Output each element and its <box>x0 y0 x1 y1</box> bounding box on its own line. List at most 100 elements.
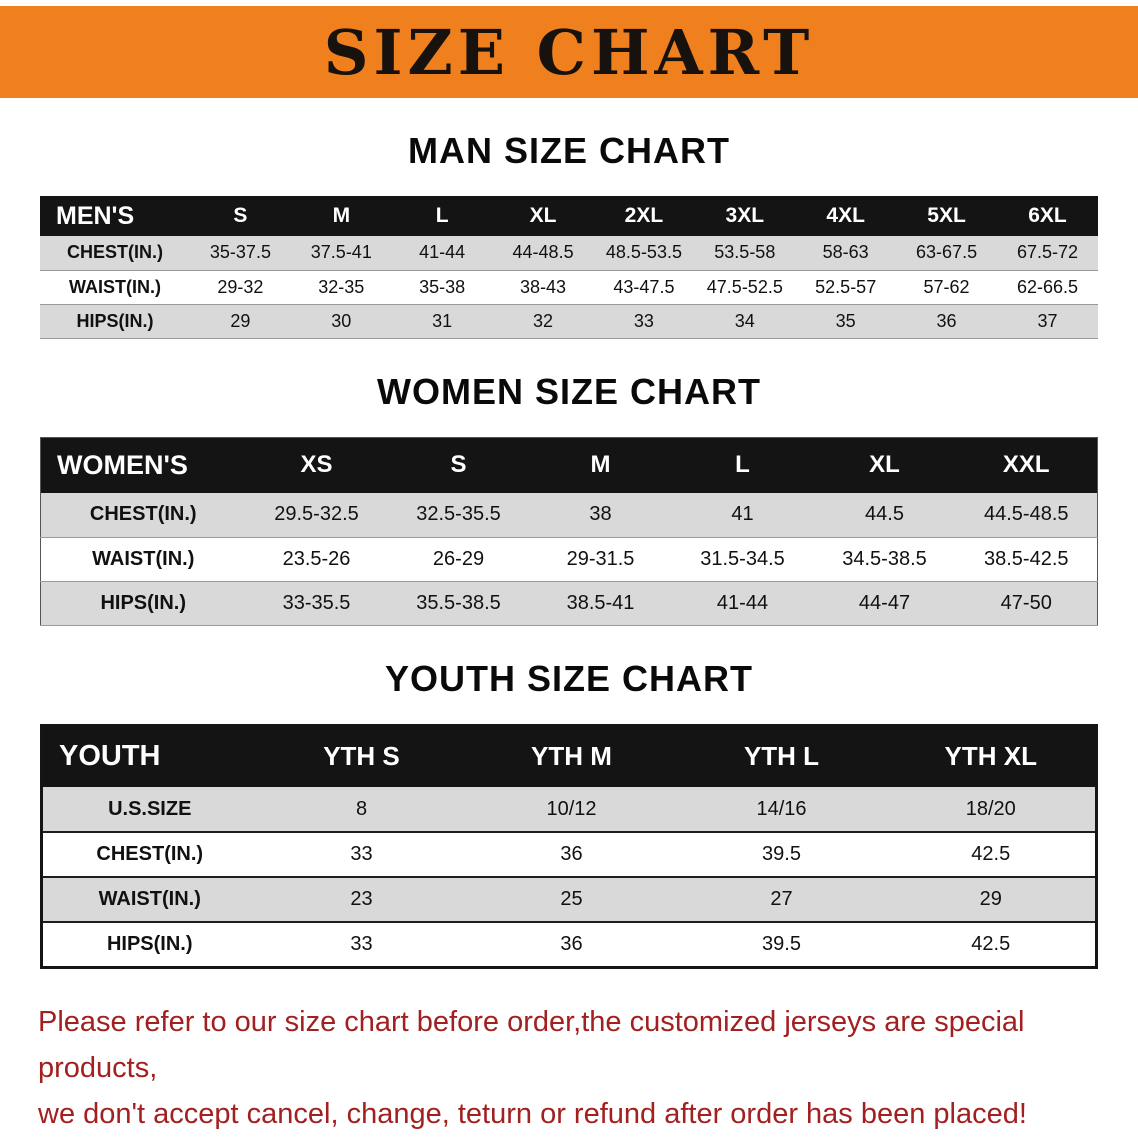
youth-size-table: YOUTH YTH S YTH M YTH L YTH XL U.S.SIZE 8 10/12… <box>40 723 1098 969</box>
table-cell: 53.5-58 <box>714 242 776 263</box>
table-row: CHEST(IN.) 29.5-32.5 32.5-35.5 38 41 44.5 44.5… <box>40 493 1098 537</box>
size-column-header: YTH S <box>256 725 467 787</box>
table-cell: 30 <box>331 310 352 331</box>
row-label: WAIST(IN.) <box>69 276 161 297</box>
size-column-header: L <box>391 196 493 236</box>
row-label: WAIST(IN.) <box>92 547 195 570</box>
table-cell: 42.5 <box>971 932 1011 955</box>
table-cell: 26-29 <box>432 547 485 570</box>
table-cell: 41 <box>731 503 754 526</box>
table-cell: 33-35.5 <box>282 591 351 614</box>
table-cell: 39.5 <box>762 843 801 865</box>
banner: SIZE CHART <box>0 6 1138 98</box>
table-row: HIPS(IN.) 33-35.5 35.5-38.5 38.5-41 41-44 44-… <box>40 581 1098 625</box>
disclaimer-line-1: Please refer to our size chart before or… <box>38 1005 1025 1084</box>
table-cell: 36 <box>560 932 583 955</box>
table-cell: 37.5-41 <box>310 242 372 263</box>
men-section: MAN SIZE CHART MEN'S S M L XL 2XL 3XL 4XL 5XL 6XL… <box>0 130 1138 339</box>
table-cell: 35-38 <box>419 276 466 297</box>
table-cell: 31.5-34.5 <box>700 547 785 570</box>
table-cell: 33 <box>350 932 373 955</box>
size-column-header: YTH L <box>676 725 887 787</box>
row-label: HIPS(IN.) <box>76 310 154 331</box>
table-cell: 35.5-38.5 <box>416 591 501 614</box>
table-cell: 67.5-72 <box>1016 242 1079 263</box>
table-cell: 47-50 <box>1000 591 1052 614</box>
size-column-header: L <box>671 437 814 493</box>
table-row: HIPS(IN.) 29 30 31 32 33 34 35 36 37 <box>40 304 1098 338</box>
table-cell: 36 <box>560 843 583 865</box>
table-cell: 29.5-32.5 <box>274 503 359 526</box>
size-column-header: XXL <box>955 437 1098 493</box>
table-cell: 47.5-52.5 <box>706 276 783 297</box>
size-column-header: S <box>190 196 291 236</box>
table-cell: 36 <box>936 310 957 331</box>
size-column-header: 5XL <box>896 196 997 236</box>
size-column-header: YTH M <box>466 725 677 787</box>
size-column-header: XL <box>813 437 956 493</box>
table-cell: 38.5-42.5 <box>983 547 1069 570</box>
men-size-table: MEN'S S M L XL 2XL 3XL 4XL 5XL 6XL CHEST(IN.) 35-37… <box>40 196 1098 339</box>
table-cell: 39.5 <box>762 932 801 955</box>
table-cell: 31 <box>432 310 453 331</box>
row-label: U.S.SIZE <box>108 797 192 820</box>
size-column-header: M <box>290 196 392 236</box>
table-cell: 10/12 <box>546 797 597 820</box>
men-section-title: MAN SIZE CHART <box>408 130 730 171</box>
row-label: WAIST(IN.) <box>98 888 201 910</box>
table-cell: 34.5-38.5 <box>842 547 927 570</box>
table-cell: 14/16 <box>756 797 807 820</box>
size-column-header: XL <box>492 196 594 236</box>
table-cell: 44.5-48.5 <box>983 503 1069 526</box>
table-row: CHEST(IN.) 33 36 39.5 42.5 <box>41 832 1097 877</box>
table-header-row: MEN'S S M L XL 2XL 3XL 4XL 5XL 6XL <box>40 196 1098 236</box>
table-cell: 33 <box>350 843 373 865</box>
table-header-row: YOUTH YTH S YTH M YTH L YTH XL <box>41 725 1097 787</box>
table-title-cell: WOMEN'S <box>40 437 246 493</box>
women-section: WOMEN SIZE CHART WOMEN'S XS S M L XL XXL CHEST(… <box>0 371 1138 626</box>
table-header-row: WOMEN'S XS S M L XL XXL <box>40 437 1098 493</box>
row-label: CHEST(IN.) <box>67 242 163 263</box>
table-cell: 29 <box>230 310 251 331</box>
table-cell: 52.5-57 <box>815 276 877 297</box>
table-cell: 23.5-26 <box>282 547 351 570</box>
size-column-header: M <box>529 437 672 493</box>
size-column-header: 4XL <box>795 196 897 236</box>
table-row: WAIST(IN.) 29-32 32-35 35-38 38-43 43-47.5 47.… <box>40 270 1098 304</box>
table-row: HIPS(IN.) 33 36 39.5 42.5 <box>41 922 1097 967</box>
table-cell: 48.5-53.5 <box>605 242 682 263</box>
size-column-header: XS <box>245 437 388 493</box>
table-cell: 27 <box>770 888 793 910</box>
table-cell: 38-43 <box>520 276 567 297</box>
size-column-header: S <box>387 437 530 493</box>
table-cell: 41-44 <box>716 591 769 614</box>
table-cell: 37 <box>1037 310 1058 331</box>
table-cell: 35 <box>835 310 856 331</box>
table-cell: 42.5 <box>971 843 1011 865</box>
table-cell: 32.5-35.5 <box>416 503 501 526</box>
row-label: CHEST(IN.) <box>89 503 197 526</box>
table-row: WAIST(IN.) 23 25 27 29 <box>41 877 1097 922</box>
table-cell: 57-62 <box>923 276 970 297</box>
table-cell: 25 <box>560 888 583 910</box>
table-title-cell: YOUTH <box>41 725 257 787</box>
table-cell: 38.5-41 <box>566 591 635 614</box>
size-chart-page: SIZE CHART MAN SIZE CHART MEN'S S M L XL 2XL 3… <box>0 6 1138 1138</box>
table-row: WAIST(IN.) 23.5-26 26-29 29-31.5 31.5-34.5 34… <box>40 537 1098 581</box>
table-cell: 18/20 <box>965 797 1016 820</box>
youth-section: YOUTH SIZE CHART YOUTH YTH S YTH M YTH L YTH… <box>0 658 1138 969</box>
table-cell: 29 <box>979 888 1002 910</box>
women-size-table: WOMEN'S XS S M L XL XXL CHEST(IN.) 29.5-32.5 32.5… <box>40 436 1098 626</box>
table-cell: 32 <box>533 310 554 331</box>
table-cell: 63-67.5 <box>916 242 978 263</box>
table-cell: 29-31.5 <box>566 547 635 570</box>
table-cell: 41-44 <box>419 242 466 263</box>
size-column-header: 2XL <box>593 196 695 236</box>
table-cell: 32-35 <box>318 276 365 297</box>
size-column-header: YTH XL <box>886 725 1097 787</box>
table-cell: 29-32 <box>217 276 264 297</box>
size-column-header: 6XL <box>997 196 1098 236</box>
table-cell: 33 <box>633 310 654 331</box>
table-cell: 35-37.5 <box>209 242 271 263</box>
table-row: U.S.SIZE 8 10/12 14/16 18/20 <box>41 787 1097 832</box>
